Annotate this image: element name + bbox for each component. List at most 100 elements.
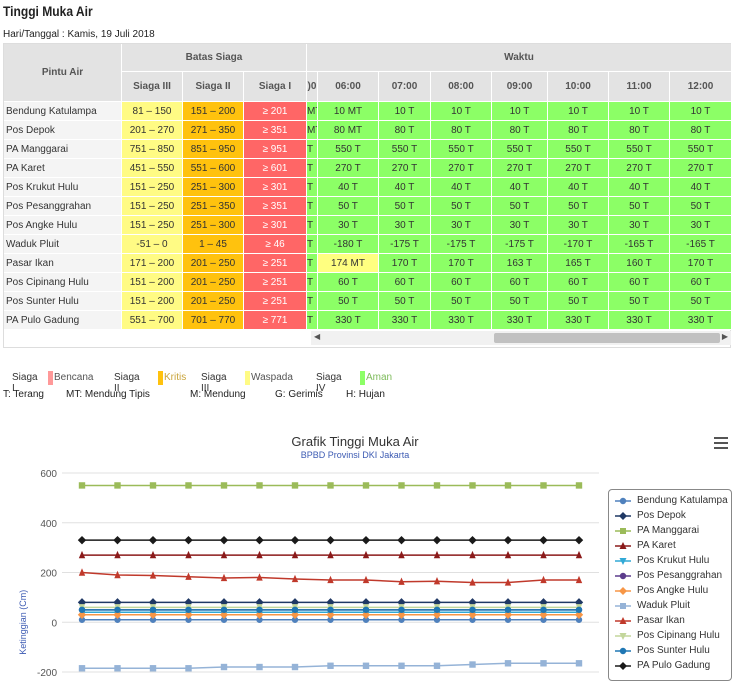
siaga-3-range: 551 – 700	[122, 311, 183, 330]
data-point	[469, 550, 476, 559]
chart-legend-item[interactable]: Pos Angke Hulu	[615, 585, 708, 596]
legend-marker-icon	[615, 541, 631, 549]
page-title: Tinggi Muka Air	[3, 3, 93, 19]
station-name: Pasar Ikan	[4, 254, 122, 273]
chart-legend-item[interactable]: Pos Cipinang Hulu	[615, 630, 720, 641]
data-point	[78, 665, 86, 672]
water-level-cell: 50 T	[379, 197, 431, 216]
siaga-2-range: 271 – 350	[183, 121, 244, 140]
legend-marker-icon	[615, 511, 631, 520]
data-point	[113, 535, 122, 545]
horizontal-scrollbar[interactable]: ◀ ▶	[311, 331, 731, 345]
water-level-cell: 30 T	[379, 216, 431, 235]
water-level-cell: -175 T	[379, 235, 431, 254]
station-name: Pos Depok	[4, 121, 122, 140]
water-level-cell: -165 T	[670, 235, 732, 254]
data-point	[184, 535, 193, 545]
chart-legend-item[interactable]: Pos Sunter Hulu	[615, 645, 710, 656]
data-point	[327, 616, 334, 623]
chart-legend-item[interactable]: Pos Depok	[615, 510, 686, 521]
y-tick-label: 600	[40, 469, 57, 480]
siaga-3-range: 151 – 250	[122, 216, 183, 235]
siaga-2-range: 201 – 250	[183, 292, 244, 311]
scroll-right-icon[interactable]: ▶	[721, 332, 728, 341]
legend-series-name: PA Karet	[637, 540, 676, 551]
water-level-cell: 330 T	[492, 311, 548, 330]
data-point	[220, 606, 228, 614]
water-level-cell: 50 T	[431, 197, 492, 216]
chart-legend-item[interactable]: Waduk Pluit	[615, 600, 690, 611]
data-point	[220, 663, 228, 671]
abbrev-legend-item: H: Hujan	[346, 389, 385, 400]
chart-legend-item[interactable]: Pos Krukut Hulu	[615, 555, 709, 566]
water-level-cell: 10 T	[670, 102, 732, 121]
siaga-1-threshold: ≥ 46	[244, 235, 307, 254]
water-level-cell: 270 T	[318, 159, 379, 178]
col-header-pintu-air: Pintu Air	[4, 44, 122, 102]
chart-legend-item[interactable]: PA Karet	[615, 540, 676, 551]
data-point	[362, 616, 370, 623]
chart-legend-item[interactable]: Pos Pesanggrahan	[615, 570, 722, 581]
chart-legend-item[interactable]: PA Pulo Gadung	[615, 660, 710, 671]
data-point	[574, 610, 584, 619]
data-point	[540, 606, 547, 614]
water-level-cell: 80 T	[492, 121, 548, 140]
data-point	[469, 578, 476, 586]
siaga-2-range: 251 – 350	[183, 197, 244, 216]
chart-subtitle: BPBD Provinsi DKI Jakarta	[300, 450, 410, 460]
data-point	[540, 616, 547, 623]
data-point	[114, 570, 121, 579]
data-point	[575, 606, 583, 614]
abbrev-legend-item: M: Mendung	[190, 389, 246, 400]
water-level-cell: T	[307, 178, 318, 197]
siaga-3-range: 171 – 200	[122, 254, 183, 273]
chart-legend-item[interactable]: PA Manggarai	[615, 525, 699, 536]
data-point	[77, 535, 87, 545]
siaga-legend-desc: Aman	[366, 372, 393, 383]
col-header-time: 11:00	[609, 72, 670, 102]
scroll-left-icon[interactable]: ◀	[314, 332, 321, 341]
data-point	[149, 550, 157, 559]
data-point	[433, 616, 441, 623]
chart-menu-icon[interactable]	[714, 437, 728, 449]
scroll-thumb[interactable]	[494, 333, 720, 343]
data-point	[149, 606, 157, 614]
water-level-cell: 30 T	[492, 216, 548, 235]
water-level-cell: -165 T	[609, 235, 670, 254]
water-level-cell: T	[307, 254, 318, 273]
data-point	[574, 535, 584, 545]
chart-legend-item[interactable]: Bendung Katulampa	[615, 495, 728, 506]
water-level-cell: 270 T	[431, 159, 492, 178]
col-header-time: 08:00	[431, 72, 492, 102]
water-level-cell: 40 T	[609, 178, 670, 197]
data-point	[291, 606, 299, 614]
station-name: PA Manggarai	[4, 140, 122, 159]
water-level-cell: 10 T	[609, 102, 670, 121]
data-point	[78, 550, 86, 559]
siaga-legend-label: Siaga I	[12, 372, 38, 394]
water-level-cell: 550 T	[492, 140, 548, 159]
data-point	[504, 660, 512, 667]
data-point	[327, 662, 334, 669]
data-point	[575, 660, 583, 667]
siaga-3-range: 201 – 270	[122, 121, 183, 140]
legend-series-name: Waduk Pluit	[637, 600, 690, 611]
water-level-cell: 60 T	[431, 273, 492, 292]
siaga-3-range: -51 – 0	[122, 235, 183, 254]
col-header-time: 06:00	[318, 72, 379, 102]
water-level-cell: -170 T	[548, 235, 609, 254]
data-point	[256, 573, 263, 581]
data-point	[185, 550, 192, 559]
data-point	[504, 606, 512, 614]
water-level-cell: 330 T	[379, 311, 431, 330]
data-point	[362, 606, 370, 614]
col-header-waktu: Waktu	[307, 44, 732, 72]
y-tick-label: 0	[51, 618, 57, 629]
chart-legend-item[interactable]: Pasar Ikan	[615, 615, 685, 626]
water-level-cell: 40 T	[492, 178, 548, 197]
water-level-cell: 170 T	[379, 254, 431, 273]
data-point	[114, 550, 121, 559]
water-level-cell: T	[307, 273, 318, 292]
data-point	[220, 550, 228, 559]
data-point	[327, 575, 334, 584]
